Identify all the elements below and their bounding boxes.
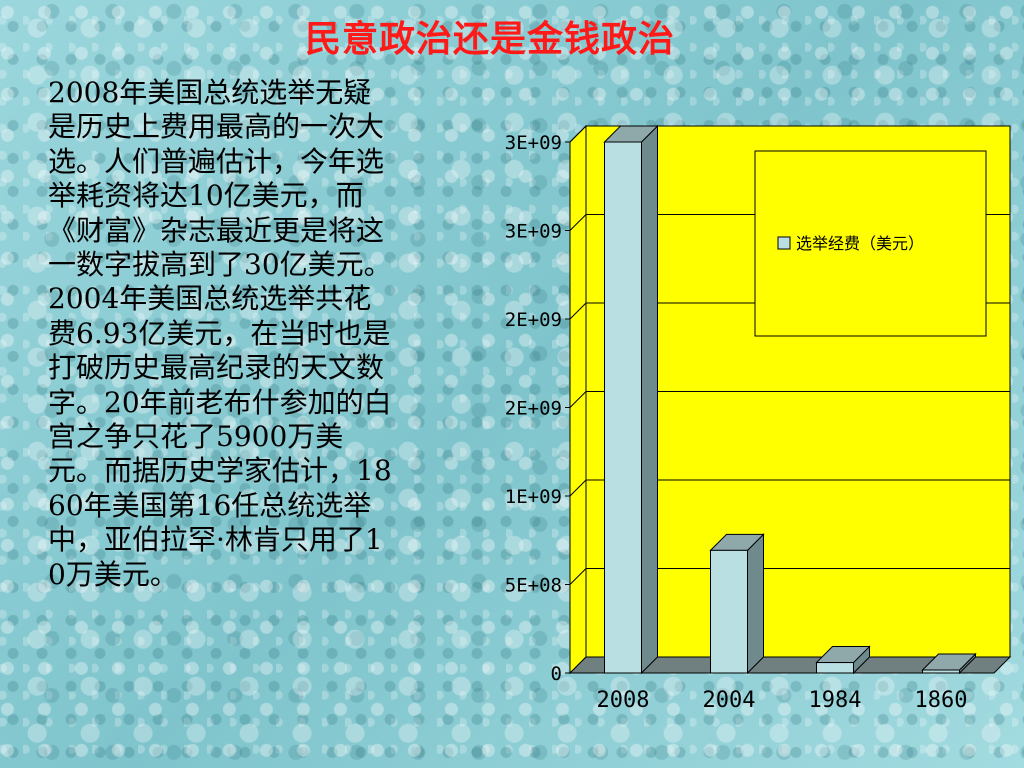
x-tick-label: 2008	[597, 688, 650, 713]
legend-swatch	[777, 236, 791, 250]
bar-front	[816, 662, 854, 674]
gridline	[569, 479, 1010, 497]
gridlines	[569, 125, 1010, 585]
y-tick-label: 1E+09	[505, 486, 562, 508]
page-title: 民意政治还是金钱政治	[304, 18, 675, 60]
bar-1984	[815, 645, 871, 675]
legend-box	[754, 150, 987, 337]
bar-side	[641, 124, 658, 675]
y-tick-label: 2E+09	[505, 309, 562, 331]
y-tick-label: 2E+09	[505, 398, 562, 420]
body-paragraph: 2008年美国总统选举无疑是历史上费用最高的一次大选。人们普遍估计，今年选举耗资…	[48, 76, 392, 591]
y-tick-label: 0	[551, 663, 562, 685]
gridline	[569, 391, 1010, 408]
legend-label: 选举经费（美元）	[796, 234, 924, 253]
y-tick-label: 3E+09	[505, 221, 562, 243]
bar-side	[747, 533, 764, 675]
y-tick-label: 3E+09	[505, 132, 562, 154]
gridline	[569, 568, 1010, 585]
x-axis: 2008 2004 1984 1860	[570, 672, 994, 713]
x-tick-label: 2004	[703, 688, 756, 713]
bar-2008	[603, 124, 659, 675]
x-tick-label: 1860	[915, 688, 968, 713]
bar-front	[710, 549, 748, 674]
x-tick-label: 1984	[809, 688, 862, 713]
gridline	[569, 125, 1010, 143]
y-tick-label: 5E+08	[505, 575, 562, 597]
bar-2004	[709, 533, 765, 675]
legend: 选举经费（美元）	[754, 150, 987, 337]
bar-front	[604, 141, 642, 674]
bars	[603, 124, 977, 675]
y-axis: 0 5E+08 1E+09 2E+09 2E+09 3E+09 3E+09	[505, 132, 571, 685]
